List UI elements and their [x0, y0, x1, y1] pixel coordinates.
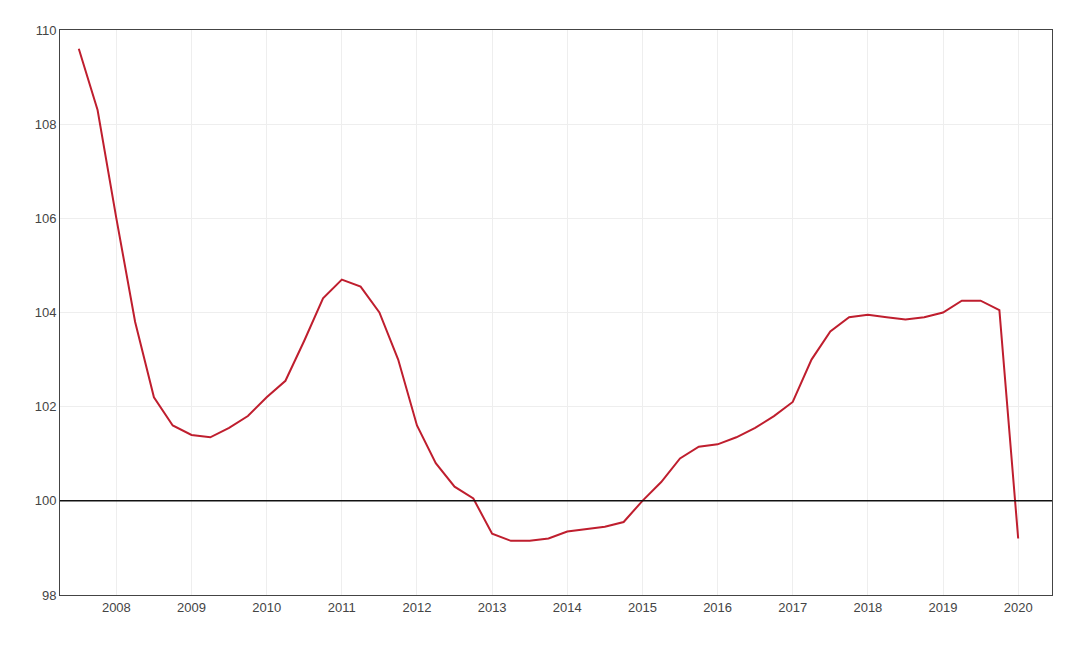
svg-text:2014: 2014 [553, 600, 582, 615]
svg-text:106: 106 [35, 211, 57, 226]
svg-text:110: 110 [36, 23, 57, 38]
svg-text:2010: 2010 [252, 600, 281, 615]
svg-text:2008: 2008 [102, 600, 131, 615]
svg-text:104: 104 [35, 305, 57, 320]
svg-text:102: 102 [35, 399, 57, 414]
svg-text:2012: 2012 [403, 600, 432, 615]
svg-text:2011: 2011 [328, 600, 356, 615]
svg-text:2019: 2019 [929, 600, 958, 615]
svg-text:2020: 2020 [1004, 600, 1033, 615]
svg-text:2016: 2016 [703, 600, 732, 615]
svg-text:108: 108 [35, 117, 57, 132]
svg-text:2009: 2009 [177, 600, 206, 615]
svg-text:2017: 2017 [778, 600, 807, 615]
svg-text:2013: 2013 [478, 600, 507, 615]
svg-text:2018: 2018 [853, 600, 882, 615]
svg-text:98: 98 [42, 588, 56, 603]
svg-text:100: 100 [35, 493, 57, 508]
svg-text:2015: 2015 [628, 600, 657, 615]
